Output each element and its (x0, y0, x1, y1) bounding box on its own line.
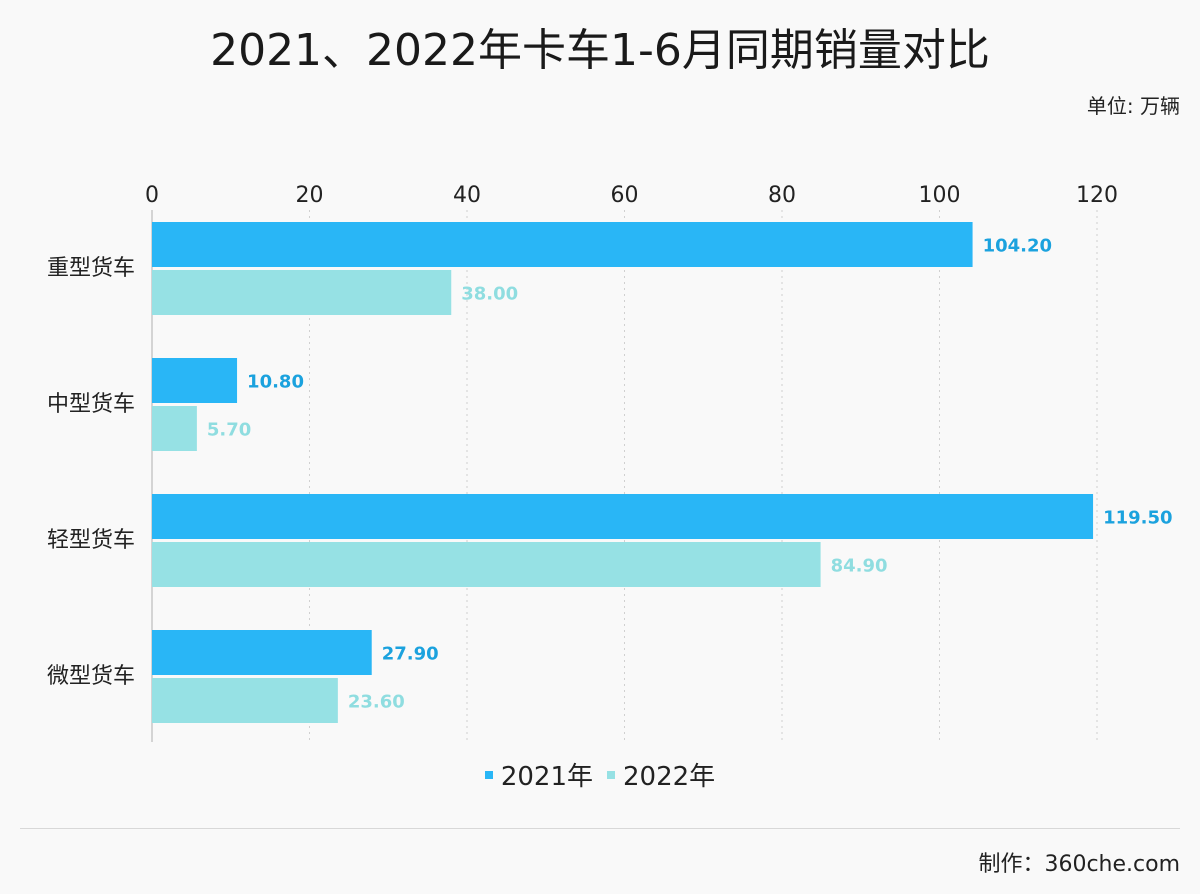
bar-2021[interactable] (152, 494, 1094, 539)
bar-2021[interactable] (152, 358, 238, 403)
bar-2021[interactable] (152, 222, 973, 267)
data-label: 119.50 (1103, 508, 1172, 529)
x-tick-label: 60 (611, 183, 639, 208)
x-tick-label: 100 (919, 183, 961, 208)
legend-item-2021[interactable]: 2021年 (484, 756, 593, 793)
x-tick-label: 0 (145, 183, 159, 208)
x-tick-label: 80 (768, 183, 796, 208)
bar-2021[interactable] (152, 630, 372, 675)
bar-2022[interactable] (152, 406, 197, 451)
bar-2022[interactable] (152, 542, 821, 587)
data-label: 104.20 (983, 236, 1052, 257)
x-tick-label: 40 (453, 183, 481, 208)
data-label: 10.80 (247, 372, 304, 393)
bar-chart: 0 20 40 60 80 100 120 重型货车 104.20 38.00 中型货车 10.80 5… (47, 183, 1173, 742)
credit-label: 制作：360che.com (978, 852, 1180, 877)
category-label: 中型货车 (47, 392, 135, 417)
legend-swatch-2021 (484, 770, 493, 779)
category-label: 微型货车 (47, 664, 135, 689)
chart-title: 2021、2022年卡车1-6月同期销量对比 (210, 25, 990, 76)
data-label: 84.90 (831, 556, 888, 577)
category-label: 重型货车 (47, 256, 135, 281)
data-label: 5.70 (207, 420, 251, 441)
bar-2022[interactable] (152, 270, 452, 315)
legend-item-2022[interactable]: 2022年 (607, 756, 715, 793)
footer-divider (20, 828, 1180, 829)
legend-swatch-2022 (607, 770, 615, 779)
data-label: 27.90 (382, 644, 439, 665)
bar-2022[interactable] (152, 678, 338, 723)
legend: 2021年 2022年 (0, 756, 1200, 793)
data-label: 38.00 (461, 284, 518, 305)
x-tick-label: 20 (296, 183, 324, 208)
x-tick-label: 120 (1076, 183, 1118, 208)
category-label: 轻型货车 (47, 528, 135, 553)
data-label: 23.60 (348, 692, 405, 713)
legend-label-2021: 2021年 (500, 762, 593, 792)
legend-label-2022: 2022年 (623, 762, 716, 792)
unit-label: 单位: 万辆 (1086, 94, 1180, 118)
